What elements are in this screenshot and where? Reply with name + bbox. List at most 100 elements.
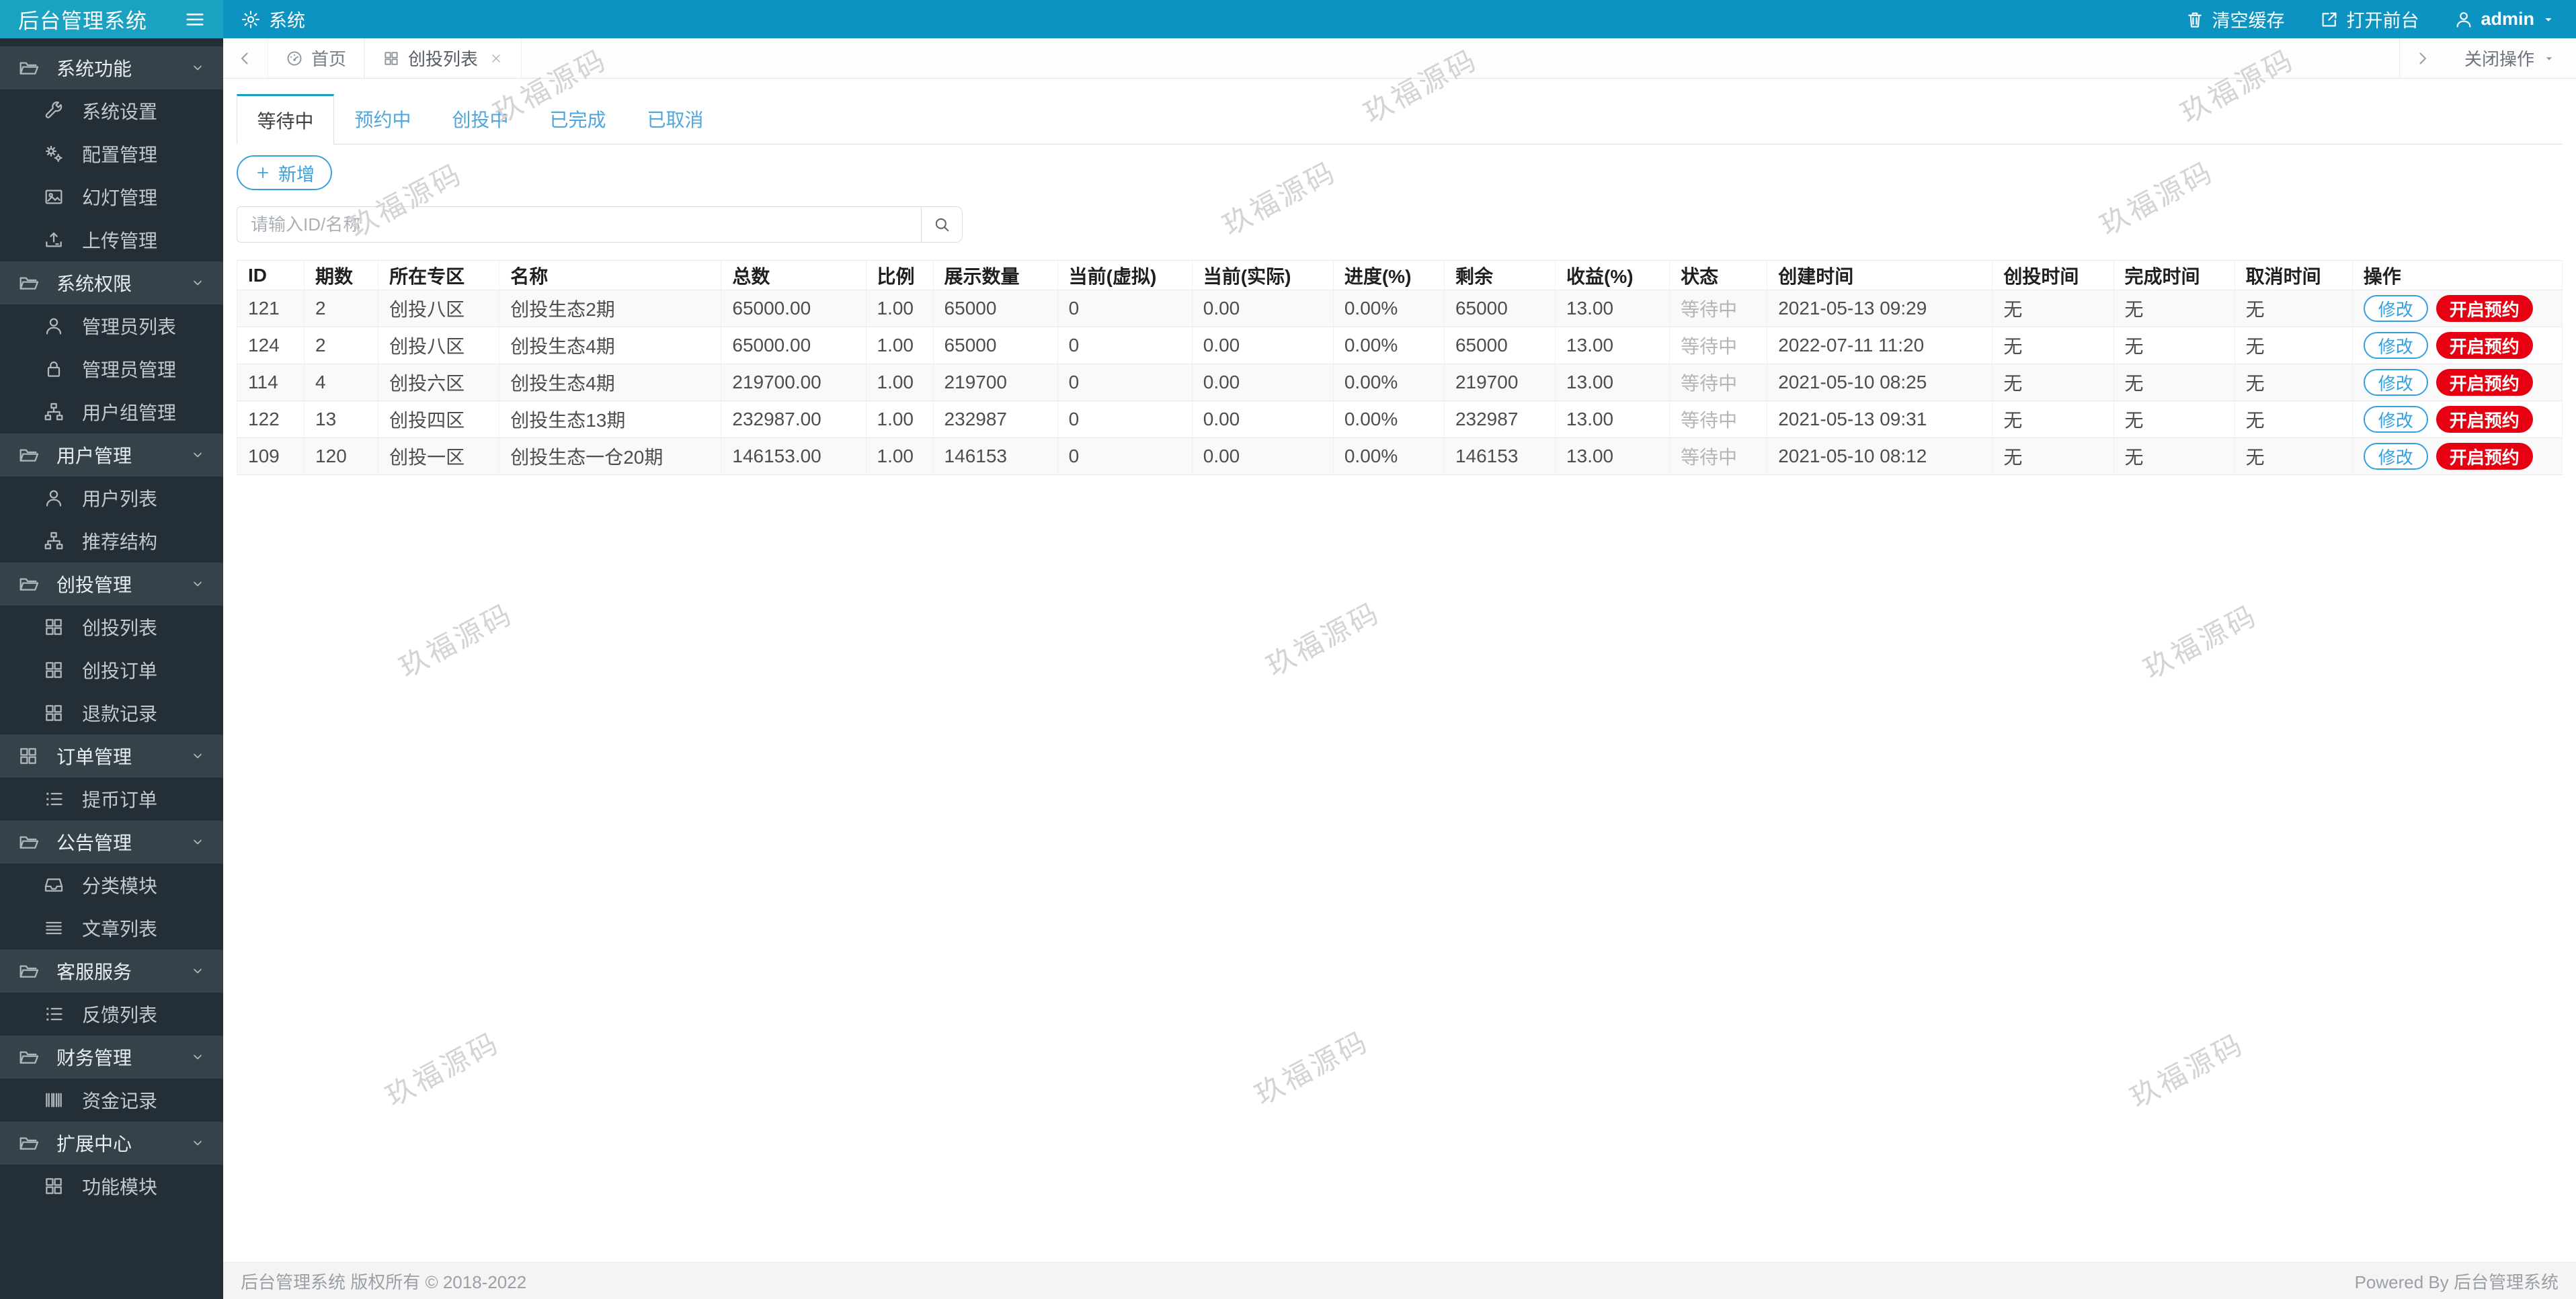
sidebar-item-label: 创投管理 <box>56 575 132 595</box>
table-cell: 创投八区 <box>378 290 500 327</box>
sidebar-item[interactable]: 用户列表 <box>0 476 223 519</box>
sidebar-item-label: 用户管理 <box>56 446 132 466</box>
actions-cell: 修改 开启预约 <box>2352 364 2563 401</box>
status-tab[interactable]: 预约中 <box>354 110 411 130</box>
status-tab[interactable]: 已取消 <box>647 110 704 130</box>
sidebar-item[interactable]: 文章列表 <box>0 907 223 950</box>
topnav-menu-item[interactable]: 系统 <box>223 0 305 38</box>
sidebar-item[interactable]: 资金记录 <box>0 1079 223 1122</box>
table-cell: 0.00% <box>1333 437 1445 475</box>
tabs-scroll-right-button[interactable] <box>2400 38 2444 78</box>
search-group <box>237 206 963 243</box>
folder-icon <box>19 62 39 75</box>
column-header: 收益(%) <box>1555 260 1671 290</box>
column-header: 当前(虚拟) <box>1057 260 1193 290</box>
sidebar-item[interactable]: 客服服务 <box>0 950 223 993</box>
table-cell: 219700 <box>933 364 1058 401</box>
sidebar-item-label: 反馈列表 <box>82 1005 158 1025</box>
sidebar-item[interactable]: 用户组管理 <box>0 390 223 433</box>
sidebar-item[interactable]: 用户管理 <box>0 433 223 476</box>
window-tab[interactable]: 创投列表 <box>364 38 522 78</box>
open-reserve-button[interactable]: 开启预约 <box>2436 443 2533 470</box>
status-tab[interactable]: 已完成 <box>549 110 606 130</box>
upload-icon <box>46 232 62 247</box>
grid-icon <box>46 1178 62 1194</box>
sidebar: 系统功能系统设置 配置管理幻灯管理上传管理 系统权限 管理员列表 管理员管理用户组管理用… <box>0 38 223 1299</box>
sidebar-item[interactable]: 推荐结构 <box>0 519 223 562</box>
column-header: 取消时间 <box>2235 260 2353 290</box>
edit-button[interactable]: 修改 <box>2363 368 2428 396</box>
sidebar-item[interactable]: 订单管理 <box>0 735 223 778</box>
edit-button[interactable]: 修改 <box>2363 405 2428 433</box>
table-cell: 65000 <box>933 327 1058 364</box>
edit-button[interactable]: 修改 <box>2363 442 2428 470</box>
sidebar-item[interactable]: 系统功能 <box>0 46 223 89</box>
sidebar-item[interactable]: 系统设置 <box>0 89 223 132</box>
sidebar-item[interactable]: 管理员列表 <box>0 304 223 347</box>
sidebar-item[interactable]: 创投列表 <box>0 605 223 648</box>
copyright-text: 后台管理系统 版权所有 © 2018-2022 <box>241 1271 527 1292</box>
table-cell: 13.00 <box>1555 290 1671 327</box>
tabs-scroll-left-button[interactable] <box>223 38 268 78</box>
chevron-down-icon <box>194 968 202 974</box>
sidebar-toggle-icon[interactable] <box>183 7 207 32</box>
search-button[interactable] <box>921 206 963 243</box>
sidebar-item[interactable]: 创投管理 <box>0 562 223 605</box>
table-cell: 13.00 <box>1555 327 1671 364</box>
sidebar-item[interactable]: 公告管理 <box>0 821 223 864</box>
sidebar-item[interactable]: 提币订单 <box>0 778 223 821</box>
sidebar-item[interactable]: 创投订单 <box>0 648 223 692</box>
sidebar-item[interactable]: 扩展中心 <box>0 1122 223 1165</box>
sidebar-item[interactable]: 上传管理 <box>0 218 223 261</box>
sidebar-item[interactable]: 分类模块 <box>0 864 223 907</box>
table-cell: 无 <box>2114 437 2235 475</box>
open-reserve-button[interactable]: 开启预约 <box>2436 406 2533 433</box>
open-reserve-button[interactable]: 开启预约 <box>2436 332 2533 360</box>
table-cell: 等待中 <box>1669 327 1768 364</box>
sidebar-item[interactable]: 退款记录 <box>0 692 223 735</box>
table-cell: 无 <box>1992 437 2114 475</box>
status-tab[interactable]: 创投中 <box>452 110 509 130</box>
sidebar-item[interactable]: 财务管理 <box>0 1036 223 1079</box>
status-tab[interactable]: 等待中 <box>237 94 334 144</box>
folder-icon <box>19 449 39 462</box>
sidebar-item-label: 用户组管理 <box>82 403 177 423</box>
app-logo: 后台管理系统 <box>0 0 223 38</box>
edit-button[interactable]: 修改 <box>2363 294 2428 322</box>
open-reserve-button[interactable]: 开启预约 <box>2436 369 2533 396</box>
sidebar-item[interactable]: 系统权限 <box>0 261 223 304</box>
open-reserve-button[interactable]: 开启预约 <box>2436 295 2533 323</box>
table-cell: 121 <box>237 290 305 327</box>
search-input[interactable] <box>237 206 921 243</box>
close-icon[interactable] <box>489 51 504 66</box>
sidebar-item[interactable]: 反馈列表 <box>0 993 223 1036</box>
folder-icon <box>19 965 39 978</box>
barcode-icon <box>46 1093 62 1107</box>
sidebar-item[interactable]: 功能模块 <box>0 1165 223 1208</box>
topnav-menu-label: 系统 <box>269 11 305 31</box>
sidebar-item-label: 公告管理 <box>56 833 132 853</box>
edit-button[interactable]: 修改 <box>2363 331 2428 359</box>
table-cell: 0.00 <box>1192 327 1334 364</box>
sidebar-item-label: 客服服务 <box>56 962 132 982</box>
sidebar-item-label: 系统功能 <box>56 58 132 79</box>
table-cell: 146153 <box>933 437 1058 475</box>
actions-cell: 修改 开启预约 <box>2352 437 2563 475</box>
chevron-right-icon <box>2419 52 2427 65</box>
clear-cache-button[interactable]: 清空缓存 <box>2185 6 2284 32</box>
folder-icon <box>19 836 39 849</box>
sidebar-item-label: 幻灯管理 <box>82 187 158 208</box>
column-header: 期数 <box>304 260 379 290</box>
sidebar-item[interactable]: 管理员管理 <box>0 347 223 390</box>
sidebar-item-label: 文章列表 <box>82 919 158 939</box>
window-tab[interactable]: 首页 <box>268 38 365 78</box>
sitemap-icon <box>44 532 63 550</box>
user-menu[interactable]: admin <box>2454 9 2556 30</box>
close-operations-dropdown[interactable]: 关闭操作 <box>2444 38 2576 78</box>
sidebar-item[interactable]: 幻灯管理 <box>0 175 223 218</box>
open-frontend-button[interactable]: 打开前台 <box>2319 6 2419 32</box>
add-button[interactable]: 新增 <box>237 155 332 190</box>
sitemap-icon <box>44 403 63 421</box>
table-cell: 124 <box>237 327 305 364</box>
sidebar-item[interactable]: 配置管理 <box>0 132 223 175</box>
